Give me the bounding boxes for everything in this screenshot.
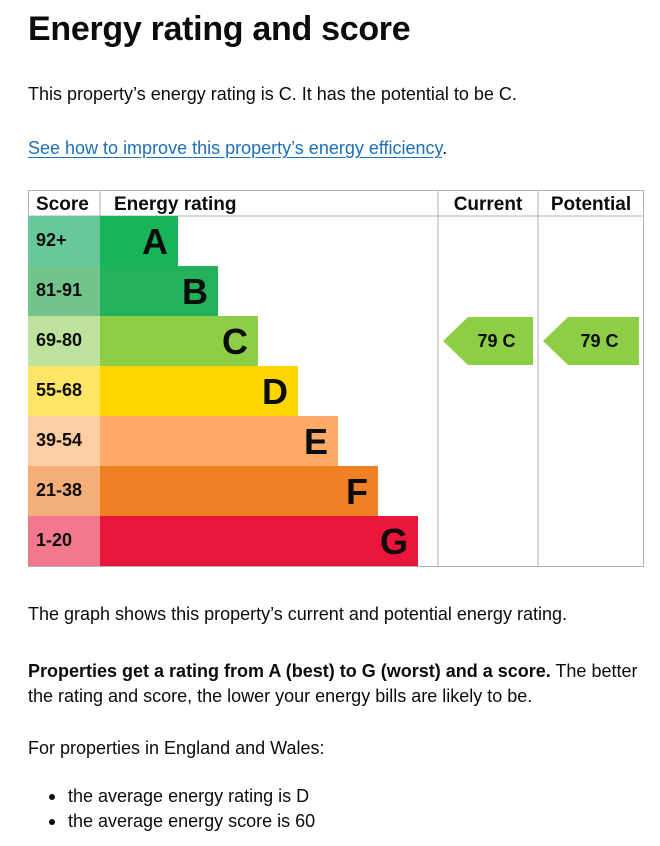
score-range-label: 92+	[36, 230, 67, 250]
score-cell	[28, 266, 100, 316]
score-cell	[28, 216, 100, 266]
header-current: Current	[454, 194, 523, 215]
rating-letter: F	[346, 471, 368, 512]
score-range-label: 39-54	[36, 430, 82, 450]
score-cell	[28, 516, 100, 566]
rating-letter: G	[380, 521, 408, 562]
rating-bar-a	[100, 216, 178, 266]
page-title: Energy rating and score	[28, 10, 411, 48]
rating-bar-g	[100, 516, 418, 566]
rating-summary: This property’s energy rating is C. It h…	[28, 84, 517, 104]
list-item: the average energy rating is D	[48, 784, 315, 809]
rating-bar-d	[100, 366, 298, 416]
rating-letter: D	[262, 371, 288, 412]
current-arrow	[443, 317, 533, 365]
link-suffix: .	[442, 138, 448, 158]
header-energy-rating: Energy rating	[114, 194, 236, 215]
improve-link-line: See how to improve this property’s energ…	[28, 138, 447, 159]
current-rating-label: 79 C	[477, 331, 515, 351]
list-item: the average energy score is 60	[48, 809, 315, 834]
score-range-label: 69-80	[36, 330, 82, 350]
header-score: Score	[36, 194, 89, 215]
rating-bar-e	[100, 416, 338, 466]
rating-explanation: Properties get a rating from A (best) to…	[28, 659, 644, 709]
header-potential: Potential	[551, 194, 631, 215]
rating-explanation-rest: The better the rating and score, the low…	[28, 661, 638, 706]
rating-bar-c	[100, 316, 258, 366]
rating-bar-f	[100, 466, 378, 516]
rating-letter: B	[182, 271, 208, 312]
graph-description: The graph shows this property’s current …	[28, 604, 567, 624]
potential-arrow	[543, 317, 639, 365]
rating-explanation-bold: Properties get a rating from A (best) to…	[28, 661, 551, 681]
rating-letter: C	[222, 321, 248, 362]
score-range-label: 1-20	[36, 530, 72, 550]
region-intro: For properties in England and Wales:	[28, 738, 325, 758]
potential-rating-label: 79 C	[580, 331, 618, 351]
score-cell	[28, 316, 100, 366]
energy-rating-chart: Score Energy rating Current Potential 92+ A 81…	[28, 190, 644, 568]
rating-letter: E	[304, 421, 328, 462]
rating-bar-b	[100, 266, 218, 316]
score-cell	[28, 466, 100, 516]
score-range-label: 81-91	[36, 280, 82, 300]
score-range-label: 55-68	[36, 380, 82, 400]
rating-letter: A	[142, 221, 168, 262]
score-range-label: 21-38	[36, 480, 82, 500]
score-cell	[28, 416, 100, 466]
energy-rating-graph: Score Energy rating Current Potential 92+ A 81…	[28, 190, 644, 567]
average-facts-list: the average energy rating is D the avera…	[28, 784, 315, 834]
improve-efficiency-link[interactable]: See how to improve this property’s energ…	[28, 138, 443, 158]
score-cell	[28, 366, 100, 416]
